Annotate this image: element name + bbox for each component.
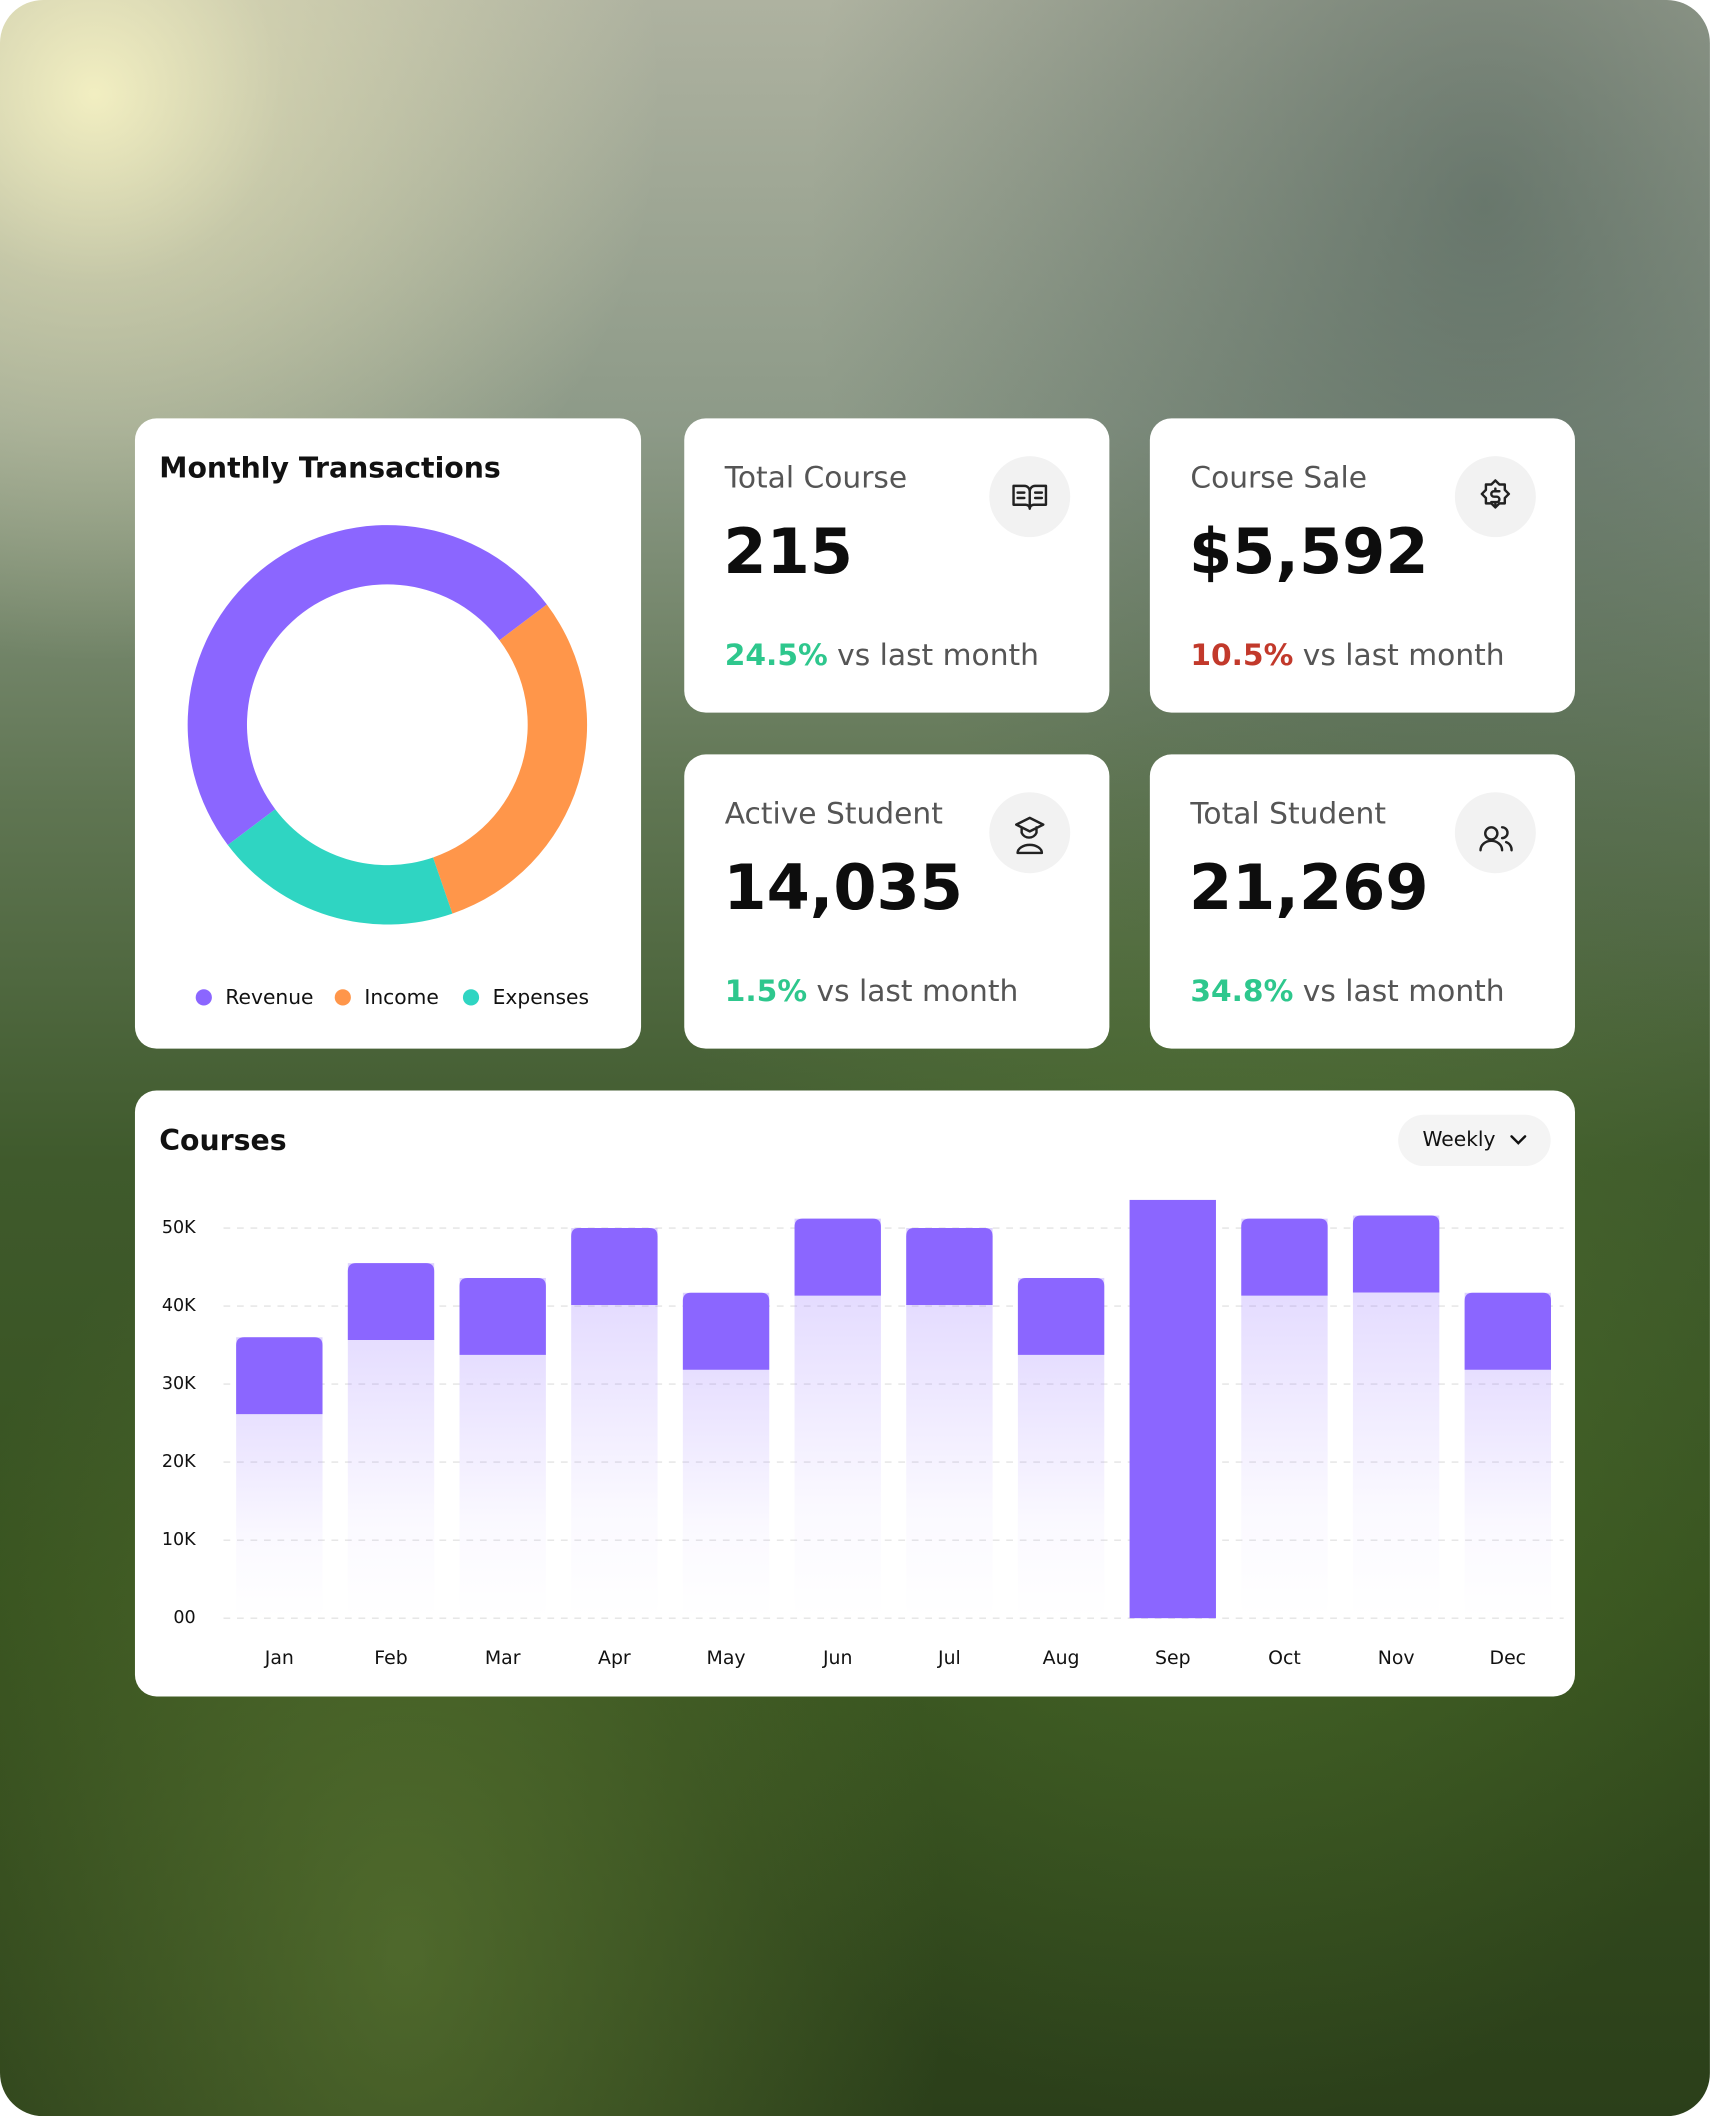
chevron[interactable] <box>1510 1135 1527 1145</box>
icons <box>989 456 1536 874</box>
x-tick-label: Apr <box>598 1647 631 1669</box>
student-icon <box>1015 816 1045 855</box>
change-note: vs last month <box>1303 973 1505 1008</box>
bar-cap <box>1017 1277 1105 1355</box>
stat-value: 21,269 <box>1189 851 1429 924</box>
card-title: Monthly Transactions <box>159 452 501 485</box>
bar-cap <box>1352 1215 1440 1293</box>
x-tick-label: Dec <box>1490 1647 1527 1669</box>
x-tick-label: Jul <box>937 1647 961 1669</box>
bar-cap <box>459 1277 546 1355</box>
y-tick-label: 10K <box>162 1530 196 1550</box>
bar-cap <box>906 1228 993 1305</box>
change-note: vs last month <box>817 973 1019 1008</box>
donut-chart: Revenue Income Expenses <box>187 525 589 1009</box>
bar-cap <box>794 1218 881 1296</box>
x-tick-label: Nov <box>1378 1647 1415 1669</box>
bar-cap <box>1241 1218 1328 1296</box>
book-icon <box>1012 484 1048 511</box>
stat-change: 10.5% vs last month <box>1190 637 1504 672</box>
x-tick-label: May <box>707 1647 746 1669</box>
stat-label: Course Sale <box>1190 461 1367 496</box>
y-tick-label: 50K <box>162 1218 196 1238</box>
icon-bg <box>989 792 1071 874</box>
legend-dot <box>334 989 351 1006</box>
y-tick-label: 00 <box>173 1608 195 1628</box>
stat-change: 24.5% vs last month <box>725 637 1039 672</box>
y-tick-label: 40K <box>162 1296 196 1316</box>
stat-label: Total Course <box>724 461 907 496</box>
bar-cap <box>1464 1292 1551 1370</box>
y-tick-label: 20K <box>162 1452 196 1472</box>
dropdown-label[interactable]: Weekly <box>1422 1127 1495 1151</box>
dollar-icon <box>1490 487 1501 506</box>
change-note: vs last month <box>1303 637 1505 672</box>
bar-cap <box>236 1337 323 1415</box>
badge-icon <box>1480 479 1511 509</box>
x-tick-label: Aug <box>1043 1647 1080 1669</box>
legend-label: Expenses <box>493 985 589 1009</box>
change-percent: 10.5% <box>1190 637 1293 672</box>
bar <box>1129 1199 1216 1619</box>
icon-bg <box>1454 792 1536 874</box>
change-percent: 34.8% <box>1190 973 1293 1008</box>
x-tick-label: Jun <box>822 1647 853 1669</box>
period-dropdown[interactable] <box>1398 1114 1551 1167</box>
bar-chart: 00 10K 20K 30K 40K 50K Jan Feb Mar Apr May Jun Jul Au… <box>162 1199 1564 1669</box>
x-tick-label: Mar <box>485 1647 521 1669</box>
stat-label: Total Student <box>1189 797 1386 832</box>
bar-cap <box>347 1263 435 1341</box>
stat-cards: Total Course 215 24.5% vs last month Course … <box>684 418 1575 1049</box>
x-tick-label: Oct <box>1268 1647 1301 1669</box>
bar-cap <box>571 1228 658 1305</box>
users-icon <box>1479 826 1513 852</box>
legend-dot <box>195 989 212 1006</box>
donut-segment <box>187 525 547 845</box>
y-tick-label: 30K <box>162 1374 196 1394</box>
stat-value: 215 <box>723 515 853 588</box>
stat-change: 1.5% vs last month <box>725 973 1019 1008</box>
x-tick-label: Sep <box>1155 1647 1191 1669</box>
donut-segment <box>433 604 588 914</box>
x-tick-label: Feb <box>374 1647 407 1669</box>
stat-label: Active Student <box>725 797 943 832</box>
legend-label: Revenue <box>225 985 313 1009</box>
card-title: Courses <box>159 1124 286 1157</box>
change-percent: 1.5% <box>725 973 807 1008</box>
legend-label: Income <box>364 985 438 1009</box>
change-percent: 24.5% <box>725 637 828 672</box>
stat-value: 14,035 <box>723 851 963 924</box>
legend-dot <box>462 989 480 1006</box>
donut-segment <box>227 809 453 925</box>
stat-value: $5,592 <box>1189 515 1429 588</box>
stat-change: 34.8% vs last month <box>1190 973 1504 1008</box>
change-note: vs last month <box>837 637 1039 672</box>
x-tick-label: Jan <box>264 1647 294 1669</box>
bar-cap <box>682 1292 770 1370</box>
